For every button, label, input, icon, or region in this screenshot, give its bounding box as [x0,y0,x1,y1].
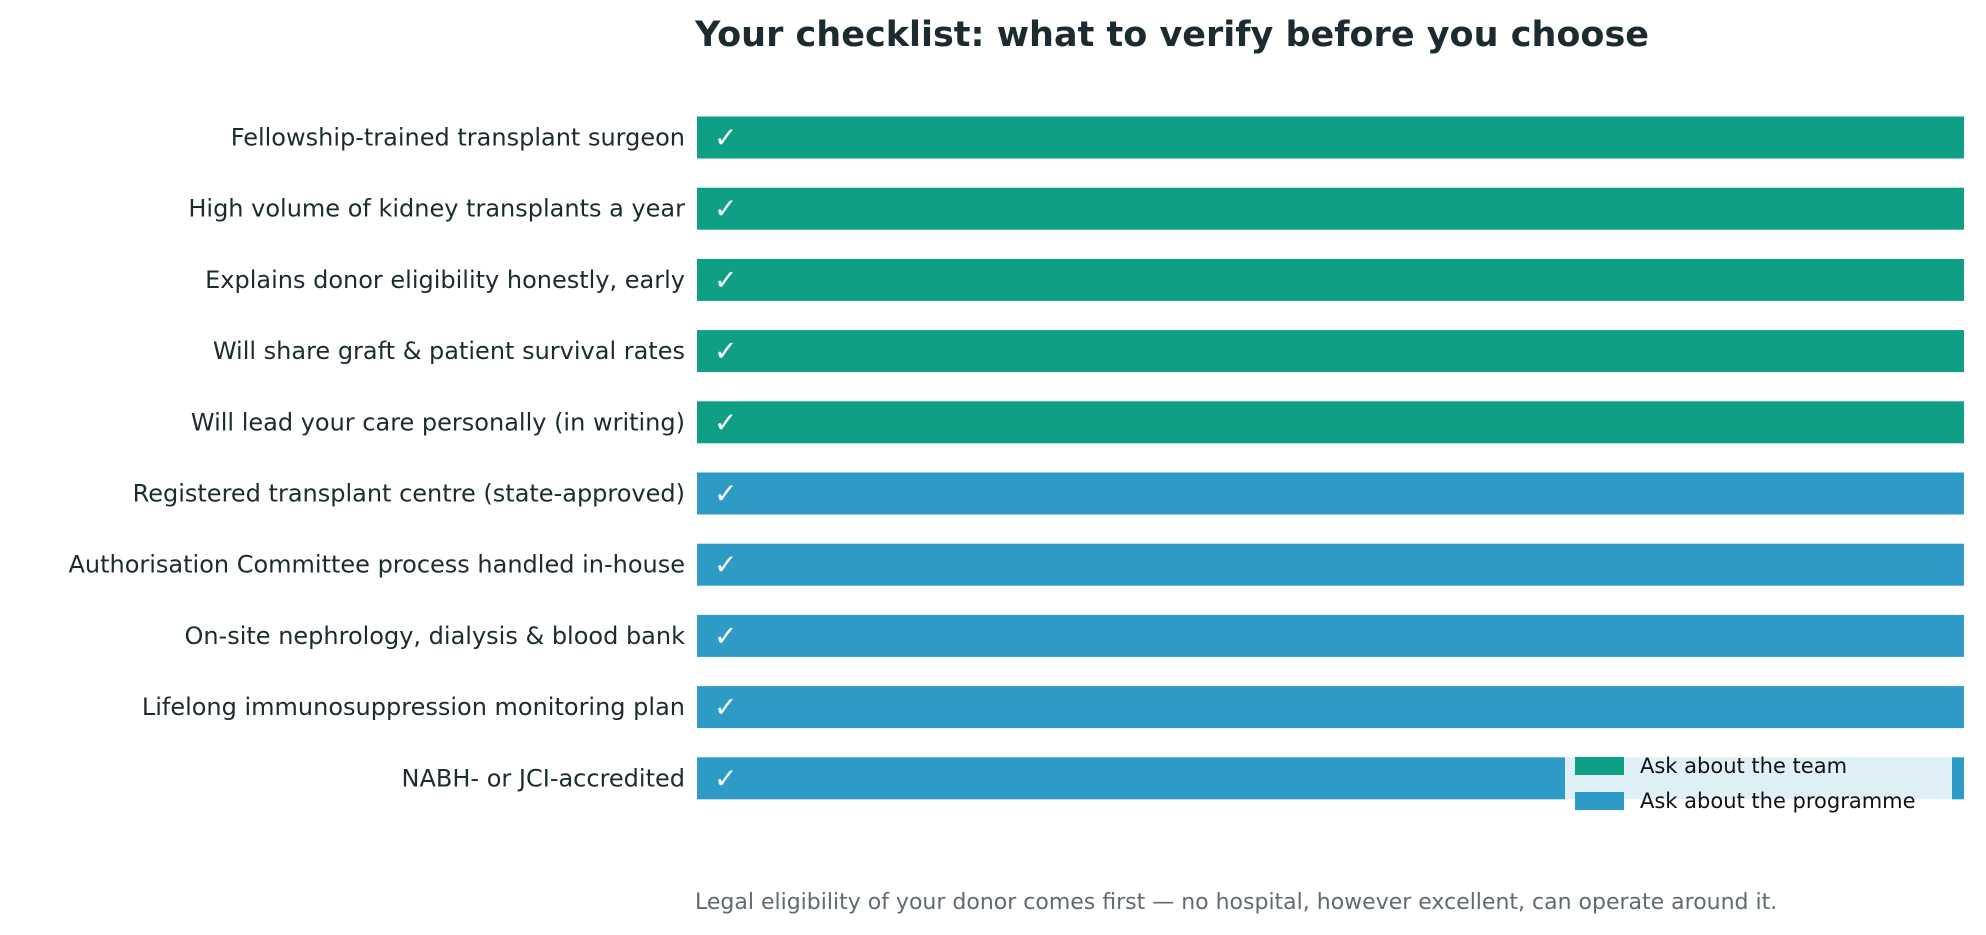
check-mark-3: ✓ [714,263,737,296]
bar-2 [697,187,1964,230]
bar-7 [697,543,1964,586]
category-label-8: On-site nephrology, dialysis & blood ban… [184,622,685,650]
footnote: Legal eligibility of your donor comes fi… [695,890,1777,915]
bar-8 [697,614,1964,657]
check-mark-1: ✓ [714,121,737,154]
category-labels: Fellowship-trained transplant surgeon Hig… [68,124,685,793]
category-label-5: Will lead your care personally (in writi… [191,408,685,436]
category-label-7: Authorisation Committee process handled … [68,551,685,579]
chart-title: Your checklist: what to verify before yo… [694,15,1649,55]
category-label-4: Will share graft & patient survival rate… [213,337,685,365]
legend-swatch-programme [1575,792,1624,810]
category-label-6: Registered transplant centre (state-appr… [133,480,685,508]
check-mark-6: ✓ [714,477,737,510]
bar-1 [697,116,1964,159]
check-mark-8: ✓ [714,619,737,652]
bar-9 [697,686,1964,729]
bar-6 [697,472,1964,515]
check-mark-7: ✓ [714,548,737,581]
bar-3 [697,258,1964,301]
legend-label-team: Ask about the team [1640,754,1847,778]
category-label-1: Fellowship-trained transplant surgeon [231,124,685,152]
check-mark-10: ✓ [714,762,737,795]
legend-label-programme: Ask about the programme [1640,789,1916,813]
legend: Ask about the team Ask about the programm… [1565,748,1952,816]
category-label-10: NABH- or JCI-accredited [402,764,685,792]
bars [697,116,1964,800]
check-mark-4: ✓ [714,335,737,368]
check-mark-9: ✓ [714,691,737,724]
check-mark-2: ✓ [714,192,737,225]
category-label-2: High volume of kidney transplants a year [188,195,685,223]
check-marks: ✓ ✓ ✓ ✓ ✓ ✓ ✓ ✓ ✓ ✓ [714,121,737,795]
category-label-9: Lifelong immunosuppression monitoring pl… [142,693,685,721]
legend-swatch-team [1575,757,1624,775]
legend-background [1565,748,1952,816]
bar-5 [697,401,1964,444]
category-label-3: Explains donor eligibility honestly, ear… [205,266,685,294]
bar-4 [697,330,1964,373]
check-mark-5: ✓ [714,406,737,439]
